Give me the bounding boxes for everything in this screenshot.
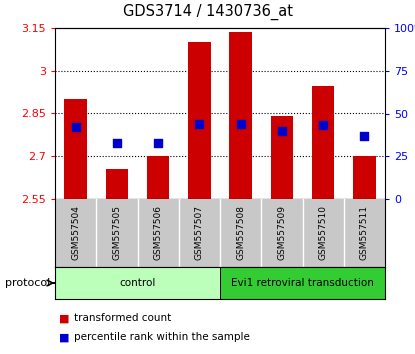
Bar xyxy=(55,267,220,299)
Bar xyxy=(64,99,87,199)
Bar xyxy=(353,156,376,199)
Bar xyxy=(220,267,385,299)
Text: GSM557505: GSM557505 xyxy=(112,206,121,261)
Point xyxy=(237,121,244,127)
Text: Evi1 retroviral transduction: Evi1 retroviral transduction xyxy=(231,278,374,288)
Text: GSM557509: GSM557509 xyxy=(277,206,286,261)
Point xyxy=(72,124,79,130)
Point xyxy=(278,128,285,133)
Text: ■: ■ xyxy=(59,332,70,343)
Point xyxy=(155,140,161,145)
Bar xyxy=(188,42,211,199)
Text: percentile rank within the sample: percentile rank within the sample xyxy=(74,332,249,343)
Bar xyxy=(229,32,252,199)
Bar xyxy=(312,86,334,199)
Text: GSM557511: GSM557511 xyxy=(360,206,369,261)
Text: GDS3714 / 1430736_at: GDS3714 / 1430736_at xyxy=(122,4,293,20)
Text: protocol: protocol xyxy=(5,278,50,288)
Text: control: control xyxy=(120,278,156,288)
Bar xyxy=(271,116,293,199)
Text: GSM557507: GSM557507 xyxy=(195,206,204,261)
Text: transformed count: transformed count xyxy=(74,313,171,323)
Point xyxy=(320,122,327,128)
Text: ■: ■ xyxy=(59,313,70,323)
Bar xyxy=(147,156,169,199)
Point xyxy=(361,133,368,138)
Text: GSM557506: GSM557506 xyxy=(154,206,163,261)
Text: GSM557510: GSM557510 xyxy=(319,206,327,261)
Text: GSM557504: GSM557504 xyxy=(71,206,80,261)
Point xyxy=(114,140,120,145)
Point xyxy=(196,121,203,127)
Bar xyxy=(105,169,128,199)
Text: GSM557508: GSM557508 xyxy=(236,206,245,261)
